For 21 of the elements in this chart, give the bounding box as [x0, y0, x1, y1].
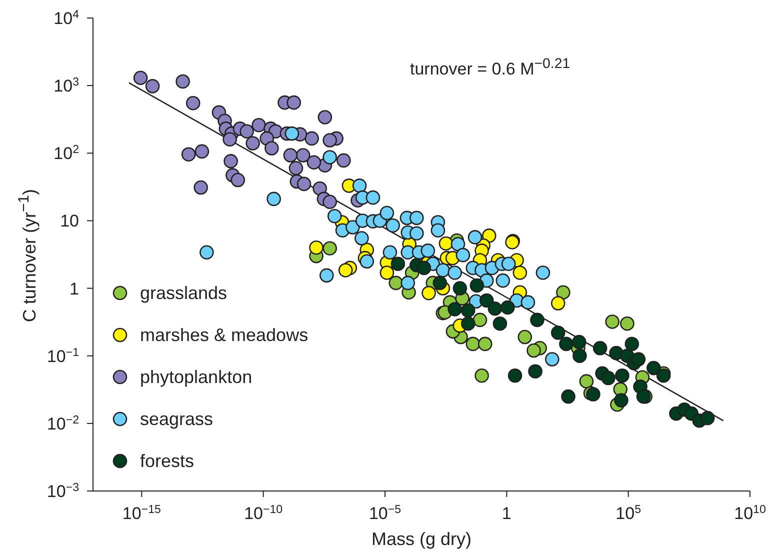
y-tick-label: 10$^{−1}$ — [46, 346, 79, 366]
x-tick-label: 1 — [502, 504, 512, 523]
y-tick-label: 10$^{−2}$ — [46, 414, 79, 434]
legend-label: grasslands — [140, 282, 228, 304]
y-tick-label: 10$^{−3}$ — [46, 482, 79, 501]
x-axis-title: Mass (g dry) — [370, 529, 472, 550]
legend-label: phytoplankton — [140, 366, 252, 388]
y-tick-label: 10$^{4}$ — [54, 9, 80, 28]
legend-label: marshes & meadows — [140, 324, 308, 346]
x-tick-label: 10$^{−10}$ — [244, 504, 283, 523]
y-tick-label: 10$^{3}$ — [54, 76, 79, 96]
y-tick-label: 10$^{2}$ — [54, 144, 79, 164]
y-tick-label: 10 — [60, 212, 79, 231]
legend-label: seagrass — [140, 408, 214, 430]
x-tick-label: 10$^{−5}$ — [368, 504, 402, 523]
annotation: turnover = 0.6 M$^{−0.21}$ — [410, 56, 570, 80]
x-tick-label: 10$^{10}$ — [734, 504, 766, 523]
legend-label: forests — [140, 450, 194, 472]
y-tick-label: 1 — [70, 279, 79, 298]
x-tick-label: 10$^{5}$ — [616, 504, 642, 523]
x-tick-label: 10$^{−15}$ — [122, 504, 161, 523]
